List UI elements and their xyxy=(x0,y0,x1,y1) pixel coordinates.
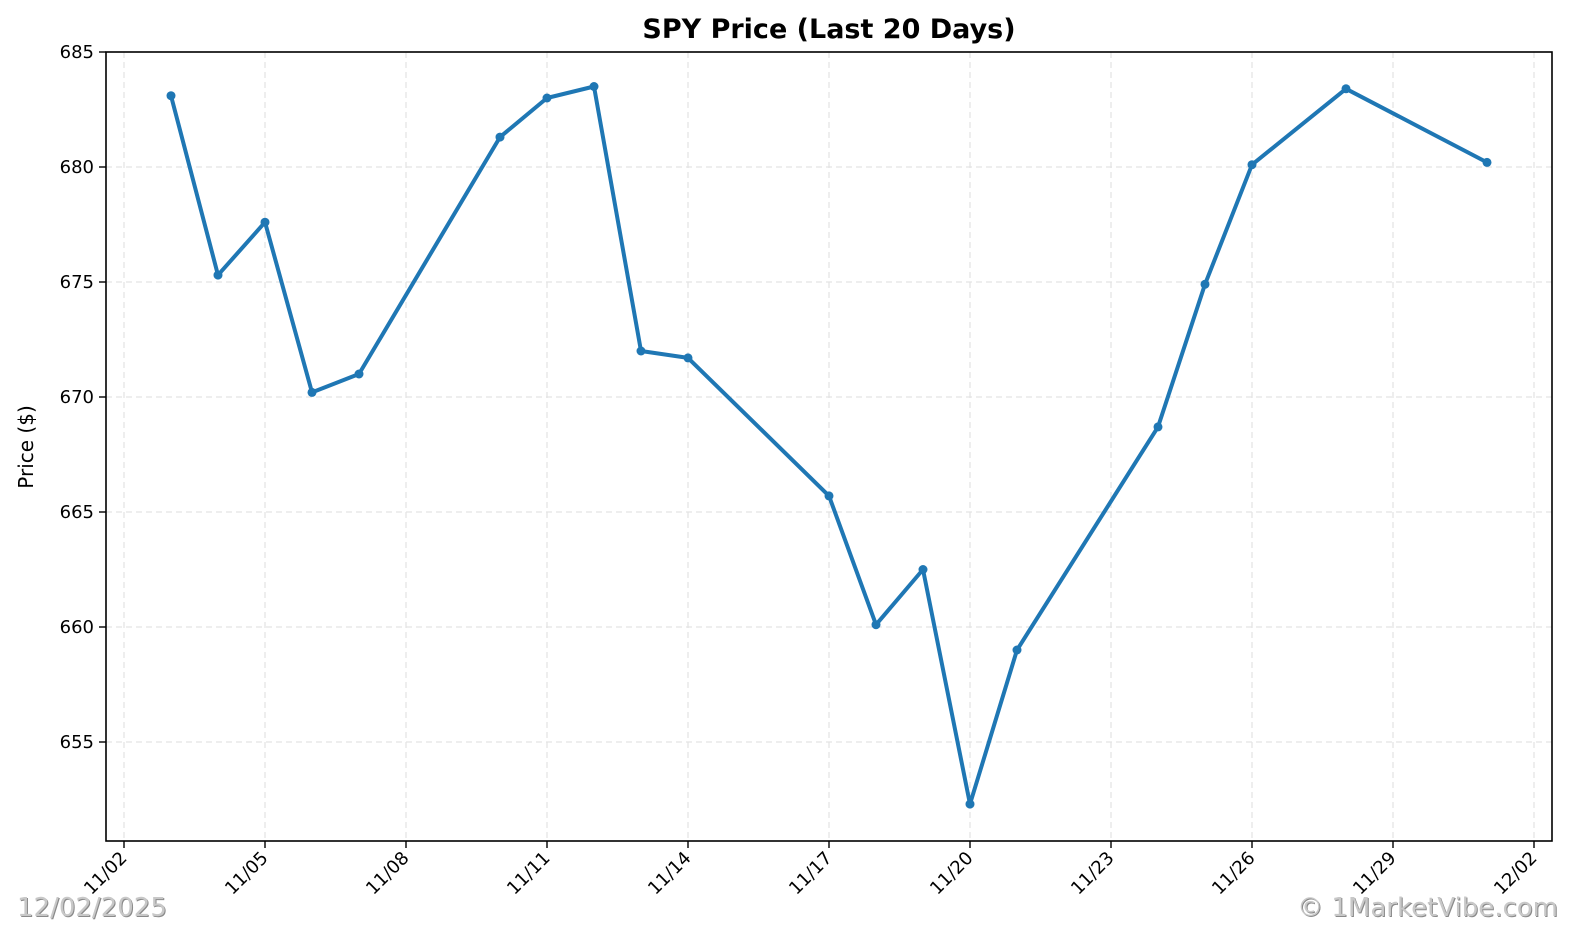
data-point-marker xyxy=(871,620,881,630)
y-axis: 655 660 665 670 675 680 685 xyxy=(60,42,106,753)
price-series xyxy=(166,82,1492,809)
data-point-marker xyxy=(1153,422,1163,432)
data-point-marker xyxy=(683,353,693,363)
y-tick-label: 665 xyxy=(60,502,94,523)
x-tick-label: 11/23 xyxy=(1067,848,1119,900)
data-point-marker xyxy=(213,270,223,280)
data-point-marker xyxy=(260,217,270,227)
data-point-marker xyxy=(542,93,552,103)
data-point-marker xyxy=(589,82,599,91)
x-tick-label: 11/20 xyxy=(926,848,978,900)
x-axis: 11/02 11/05 11/08 11/11 11/14 11/17 11/20 11/23… xyxy=(80,841,1542,899)
x-tick-label: 11/29 xyxy=(1349,848,1401,900)
x-tick-label: 11/11 xyxy=(503,848,555,900)
y-axis-label: Price ($) xyxy=(14,405,38,488)
data-point-marker xyxy=(1200,279,1210,289)
data-point-marker xyxy=(1012,645,1022,655)
grid-lines xyxy=(106,51,1552,841)
data-point-marker xyxy=(166,91,176,101)
data-point-marker xyxy=(636,346,646,356)
x-tick-label: 11/02 xyxy=(80,848,132,900)
data-point-marker xyxy=(918,565,928,574)
x-tick-label: 11/17 xyxy=(785,848,837,900)
y-tick-label: 675 xyxy=(60,272,94,293)
y-tick-label: 655 xyxy=(60,732,94,753)
data-point-marker xyxy=(1482,157,1492,167)
y-tick-label: 680 xyxy=(60,157,94,178)
date-watermark: 12/02/2025 xyxy=(17,893,167,923)
data-point-marker xyxy=(1341,84,1351,94)
data-point-marker xyxy=(495,132,505,142)
x-tick-label: 12/02 xyxy=(1490,848,1542,900)
data-point-marker xyxy=(354,369,364,379)
x-tick-label: 11/14 xyxy=(644,848,696,900)
x-tick-label: 11/08 xyxy=(362,848,414,900)
price-line xyxy=(169,84,1488,807)
data-point-marker xyxy=(824,491,834,501)
chart-title: SPY Price (Last 20 Days) xyxy=(642,14,1015,45)
site-watermark: © 1MarketVibe.com xyxy=(1297,893,1558,923)
y-tick-label: 660 xyxy=(60,617,94,638)
y-tick-label: 670 xyxy=(60,387,94,408)
y-tick-label: 685 xyxy=(60,42,94,63)
x-tick-label: 11/05 xyxy=(221,848,273,900)
data-point-marker xyxy=(1247,160,1257,170)
data-point-marker xyxy=(965,799,975,809)
x-tick-label: 11/26 xyxy=(1208,848,1260,900)
data-point-marker xyxy=(307,387,317,397)
